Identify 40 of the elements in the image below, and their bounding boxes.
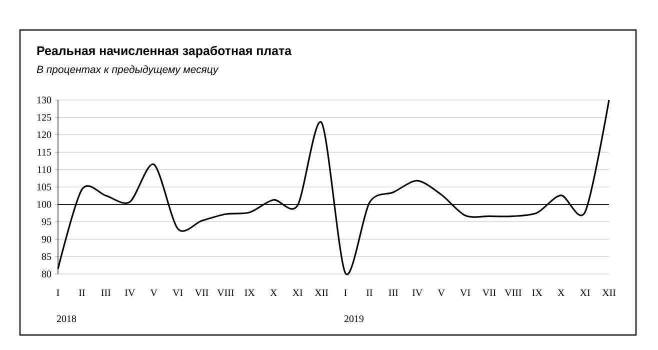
line-series xyxy=(57,99,610,274)
x-tick-label: XII xyxy=(602,289,616,296)
x-tick-label: I xyxy=(344,289,347,296)
x-tick-label: IX xyxy=(244,289,255,296)
x-tick-label: XII xyxy=(314,289,328,296)
x-tick-label: VIII xyxy=(504,289,522,296)
y-tick-label: 100 xyxy=(37,201,52,208)
chart-title: Реальная начисленная заработная плата xyxy=(37,46,292,58)
x-tick-label: V xyxy=(150,289,158,296)
y-tick-label: 125 xyxy=(37,114,52,121)
x-tick-label: X xyxy=(270,289,278,296)
y-tick-label: 120 xyxy=(37,131,52,138)
x-tick-label: IV xyxy=(412,289,423,296)
x-tick-label: I xyxy=(56,289,60,296)
y-tick-label: 110 xyxy=(38,166,52,173)
y-tick-label: 85 xyxy=(42,253,52,260)
x-tick-label: III xyxy=(388,289,398,296)
x-tick-label: II xyxy=(79,289,85,296)
x-tick-label: IV xyxy=(124,289,136,296)
y-tick-label: 95 xyxy=(42,218,52,226)
y-tick-label: 80 xyxy=(42,270,52,278)
y-tick-label: 115 xyxy=(38,148,52,156)
x-tick-label: VI xyxy=(460,289,470,296)
x-tick-label: VI xyxy=(172,289,183,296)
y-tick-label: 130 xyxy=(37,96,52,104)
y-tick-label: 105 xyxy=(37,184,52,190)
x-tick-label: V xyxy=(438,289,445,296)
chart-subtitle: В процентах к предыдущему месяцу xyxy=(36,65,219,76)
x-tick-label: X xyxy=(558,289,565,296)
x-tick-label: XI xyxy=(580,289,590,296)
x-tick-label: XI xyxy=(292,289,302,296)
x-tick-label: VIII xyxy=(217,289,234,296)
text: 2018 xyxy=(56,315,76,322)
x-tick-label: III xyxy=(101,289,111,296)
x-tick-label: VII xyxy=(194,289,208,296)
x-tick-label: II xyxy=(366,289,372,296)
x-tick-label: VII xyxy=(482,289,496,296)
y-tick-label: 90 xyxy=(42,236,52,243)
text: 2019 xyxy=(344,315,364,322)
x-tick-label: IX xyxy=(532,289,542,296)
